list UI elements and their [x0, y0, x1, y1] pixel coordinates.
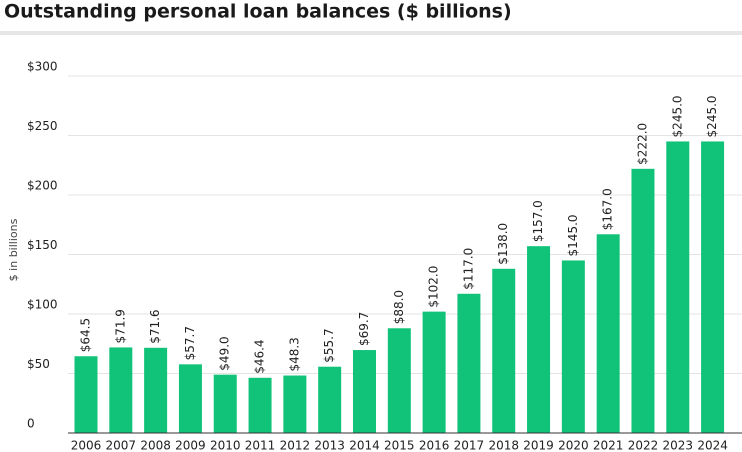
x-tick-label: 2014 — [349, 439, 380, 452]
x-tick-label: 2015 — [384, 439, 415, 452]
x-tick-label: 2013 — [314, 439, 345, 452]
value-label: $49.0 — [218, 336, 232, 370]
y-tick-label: $150 — [27, 238, 58, 252]
bar — [701, 141, 725, 433]
value-label: $245.0 — [670, 95, 684, 137]
value-label: $55.7 — [322, 328, 336, 362]
value-label: $167.0 — [601, 188, 615, 230]
bar — [457, 293, 481, 433]
value-label: $71.9 — [113, 309, 127, 343]
value-label: $48.3 — [287, 337, 301, 371]
x-tick-label: 2017 — [454, 439, 485, 452]
value-label: $222.0 — [635, 123, 649, 165]
x-tick-label: 2024 — [697, 439, 728, 452]
y-tick-label: $100 — [27, 298, 58, 312]
chart-title: Outstanding personal loan balances ($ bi… — [4, 1, 512, 23]
value-label: $69.7 — [357, 312, 371, 346]
value-label: $46.4 — [253, 339, 267, 373]
x-tick-label: 2011 — [245, 439, 276, 452]
bar — [527, 246, 551, 433]
value-label: $102.0 — [427, 266, 441, 308]
value-label: $57.7 — [183, 326, 197, 360]
x-tick-label: 2010 — [210, 439, 241, 452]
value-label: $64.5 — [79, 318, 93, 352]
bar — [387, 328, 411, 433]
bar — [248, 377, 272, 433]
bar — [283, 375, 307, 433]
bar — [561, 260, 585, 433]
value-label: $245.0 — [705, 95, 719, 137]
y-tick-label: $50 — [27, 357, 50, 371]
value-label: $71.6 — [148, 309, 162, 343]
x-tick-label: 2018 — [488, 439, 519, 452]
x-tick-label: 2016 — [419, 439, 450, 452]
bar — [318, 366, 342, 433]
value-label: $145.0 — [566, 214, 580, 256]
value-label: $117.0 — [461, 248, 475, 290]
bar — [492, 268, 516, 433]
x-tick-label: 2023 — [663, 439, 694, 452]
bar — [352, 350, 376, 433]
bar — [178, 364, 202, 433]
bar — [422, 311, 446, 433]
x-tick-label: 2007 — [106, 439, 137, 452]
x-tick-label: 2012 — [280, 439, 311, 452]
value-label: $157.0 — [531, 200, 545, 242]
value-label: $88.0 — [392, 290, 406, 324]
bar — [596, 234, 620, 433]
x-tick-label: 2008 — [140, 439, 171, 452]
bar — [144, 347, 168, 433]
value-label: $138.0 — [496, 223, 510, 265]
bar — [666, 141, 690, 433]
x-tick-label: 2006 — [71, 439, 102, 452]
bar — [74, 356, 98, 433]
y-tick-label: $300 — [27, 60, 58, 74]
x-tick-label: 2022 — [628, 439, 659, 452]
bar — [213, 374, 237, 433]
x-tick-label: 2021 — [593, 439, 624, 452]
title-rule — [0, 31, 742, 35]
x-tick-label: 2009 — [175, 439, 206, 452]
bar — [631, 168, 655, 433]
y-tick-label: $250 — [27, 119, 58, 133]
x-tick-label: 2019 — [523, 439, 554, 452]
bar — [109, 347, 133, 433]
y-axis-label: $ in billions — [7, 218, 20, 281]
y-tick-label: $200 — [27, 179, 58, 193]
x-tick-label: 2020 — [558, 439, 589, 452]
y-tick-label: 0 — [27, 417, 35, 431]
